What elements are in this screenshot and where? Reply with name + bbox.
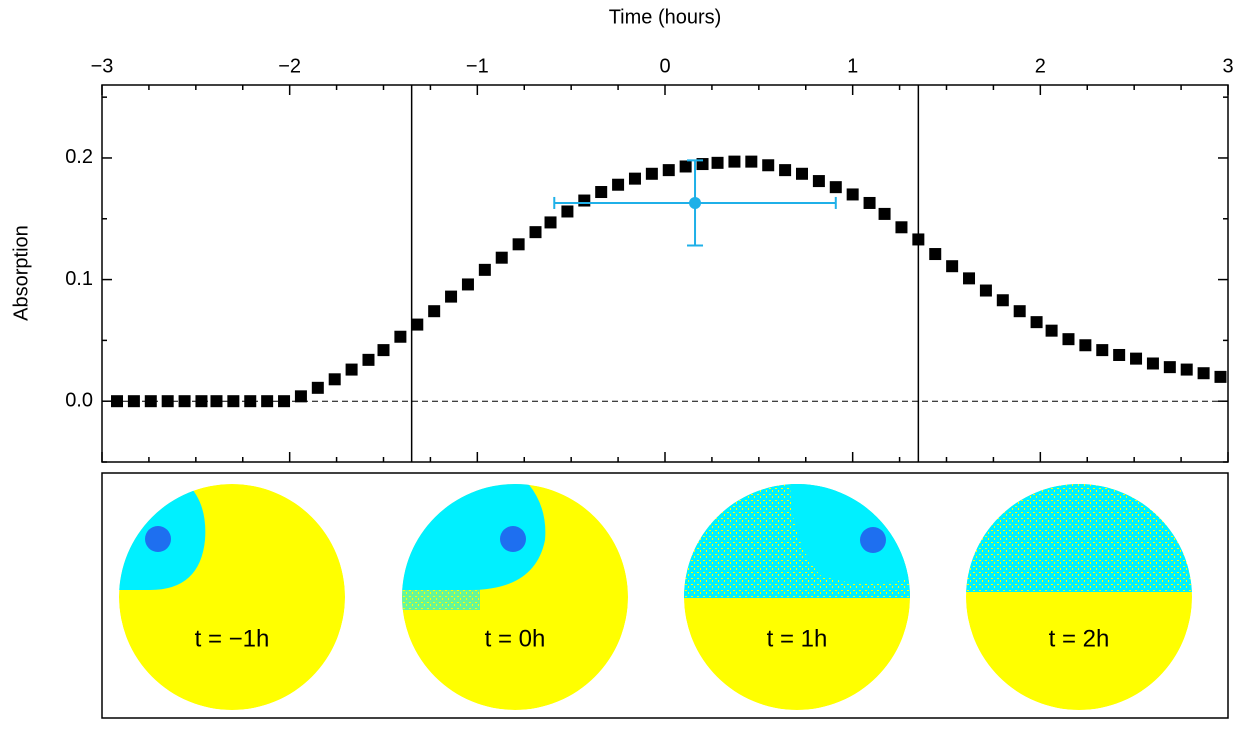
point [762,159,775,172]
panel-label: t = 2h [1049,625,1110,652]
panel-label: t = 1h [767,625,828,652]
point [1113,348,1126,361]
point [679,160,692,173]
x-tick-label: 0 [659,55,670,77]
point [946,260,959,273]
point [711,156,724,169]
point [863,196,876,209]
point [244,395,257,408]
y-tick-label: 0.2 [65,146,93,168]
point [1045,324,1058,337]
point [1030,316,1043,329]
point [127,395,140,408]
point [478,263,491,276]
y-axis-label: Absorption [10,225,32,321]
x-tick-label: 1 [847,55,858,77]
point [529,226,542,239]
point [728,155,741,168]
point [512,238,525,251]
point [227,395,240,408]
point [377,344,390,357]
point [829,181,842,194]
point [178,395,191,408]
point [963,272,976,285]
point [878,207,891,220]
point [1163,361,1176,374]
point [612,178,625,191]
point [278,395,291,408]
point [495,251,508,264]
disk [402,484,628,710]
point [362,353,375,366]
point [779,164,792,177]
point [544,216,557,229]
point [645,167,658,180]
point [161,395,174,408]
panel-label: t = 0h [485,625,546,652]
y-tick-label: 0.0 [65,389,93,411]
point [294,390,307,403]
point [1013,305,1026,318]
point [929,248,942,261]
x-axis-label: Time (hours) [609,6,722,28]
point [912,233,925,246]
point [428,305,441,318]
point [578,194,591,207]
point [1062,333,1075,346]
point [595,186,608,199]
point [1096,344,1109,357]
point [895,221,908,234]
y-tick-label: 0.1 [65,268,93,290]
x-tick-label: −1 [466,55,489,77]
x-tick-label: 2 [1035,55,1046,77]
point [795,167,808,180]
point [311,381,324,394]
point [1079,339,1092,352]
point [1180,363,1193,376]
panel-frame [101,472,1229,719]
point [745,155,758,168]
disk [119,484,345,710]
point [394,330,407,343]
disk [684,484,910,710]
point [979,284,992,297]
error-point [689,196,702,209]
point [210,395,223,408]
point [345,363,358,376]
disk [966,484,1192,710]
point [261,395,274,408]
point [1146,357,1159,370]
x-tick-label: 3 [1222,55,1233,77]
point [996,294,1009,307]
panel-label: t = −1h [195,625,270,652]
point [411,318,424,331]
point [144,395,157,408]
point [561,205,574,218]
point [1197,367,1210,380]
point [111,395,124,408]
x-tick-label: −2 [278,55,301,77]
point [195,395,208,408]
point [445,290,458,303]
point [1214,370,1227,383]
point [846,188,859,201]
point [628,172,641,185]
point [812,175,825,188]
point [1130,352,1143,365]
point [662,164,675,177]
point [328,373,341,386]
x-tick-label: −3 [91,55,114,77]
point [461,278,474,291]
